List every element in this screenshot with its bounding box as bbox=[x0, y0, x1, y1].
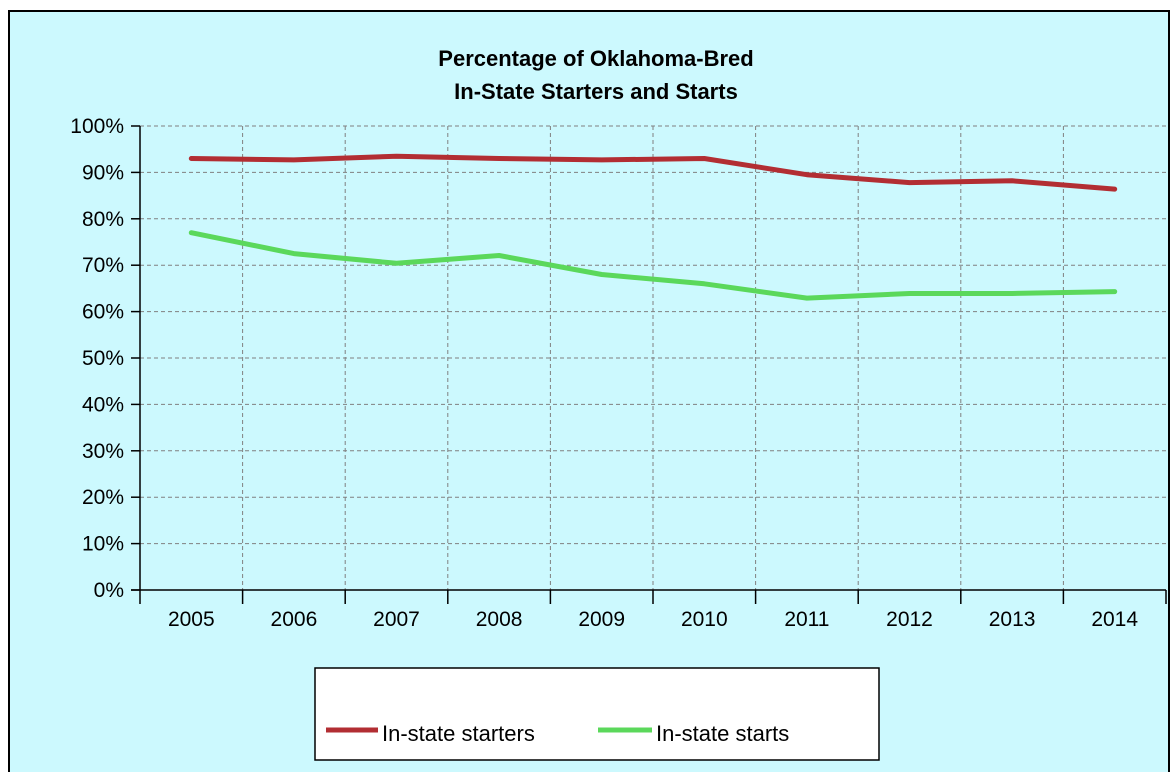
chart-title-line-2: In-State Starters and Starts bbox=[454, 79, 738, 104]
x-tick-label: 2010 bbox=[681, 608, 728, 631]
x-tick-label: 2011 bbox=[784, 608, 829, 631]
y-tick-label: 90% bbox=[82, 161, 124, 184]
x-tick-label: 2008 bbox=[476, 608, 523, 631]
x-tick-label: 2006 bbox=[271, 608, 318, 631]
y-tick-label: 50% bbox=[82, 347, 124, 370]
y-tick-label: 10% bbox=[82, 533, 124, 556]
y-tick-label: 40% bbox=[82, 393, 124, 416]
chart-background bbox=[10, 12, 1168, 772]
x-tick-label: 2014 bbox=[1091, 608, 1138, 631]
chart-title-line-1: Percentage of Oklahoma-Bred bbox=[438, 46, 753, 71]
y-tick-label: 80% bbox=[82, 208, 124, 231]
x-tick-label: 2007 bbox=[373, 608, 420, 631]
x-tick-label: 2005 bbox=[168, 608, 215, 631]
y-axis-tick-labels: 0% 10% 20% 30% 40% 50% 60% 70% 80% 90% 100% bbox=[70, 115, 124, 602]
y-tick-label: 20% bbox=[82, 486, 124, 509]
y-tick-label: 100% bbox=[70, 115, 124, 138]
series-line-in-state-starters bbox=[188, 153, 1118, 192]
axes bbox=[131, 125, 1167, 604]
y-tick-label: 0% bbox=[94, 579, 124, 602]
y-tick-label: 70% bbox=[82, 254, 124, 277]
x-tick-label: 2009 bbox=[578, 608, 625, 631]
x-tick-label: 2013 bbox=[989, 608, 1036, 631]
series-line-in-state-starts bbox=[188, 230, 1118, 301]
y-tick-label: 30% bbox=[82, 440, 124, 463]
legend-box bbox=[314, 667, 880, 761]
series-lines bbox=[188, 153, 1118, 301]
y-tick-label: 60% bbox=[82, 301, 124, 324]
gridlines bbox=[140, 125, 1166, 590]
x-tick-label: 2012 bbox=[886, 608, 933, 631]
legend-label-in-state-starters: In-state starters bbox=[382, 721, 535, 746]
legend: In-state starters In-state starts bbox=[314, 667, 880, 761]
legend-label-in-state-starts: In-state starts bbox=[656, 721, 789, 746]
x-axis-tick-labels: 2005 2006 2007 2008 2009 2010 2011 2012 2013 2014 bbox=[168, 608, 1138, 631]
